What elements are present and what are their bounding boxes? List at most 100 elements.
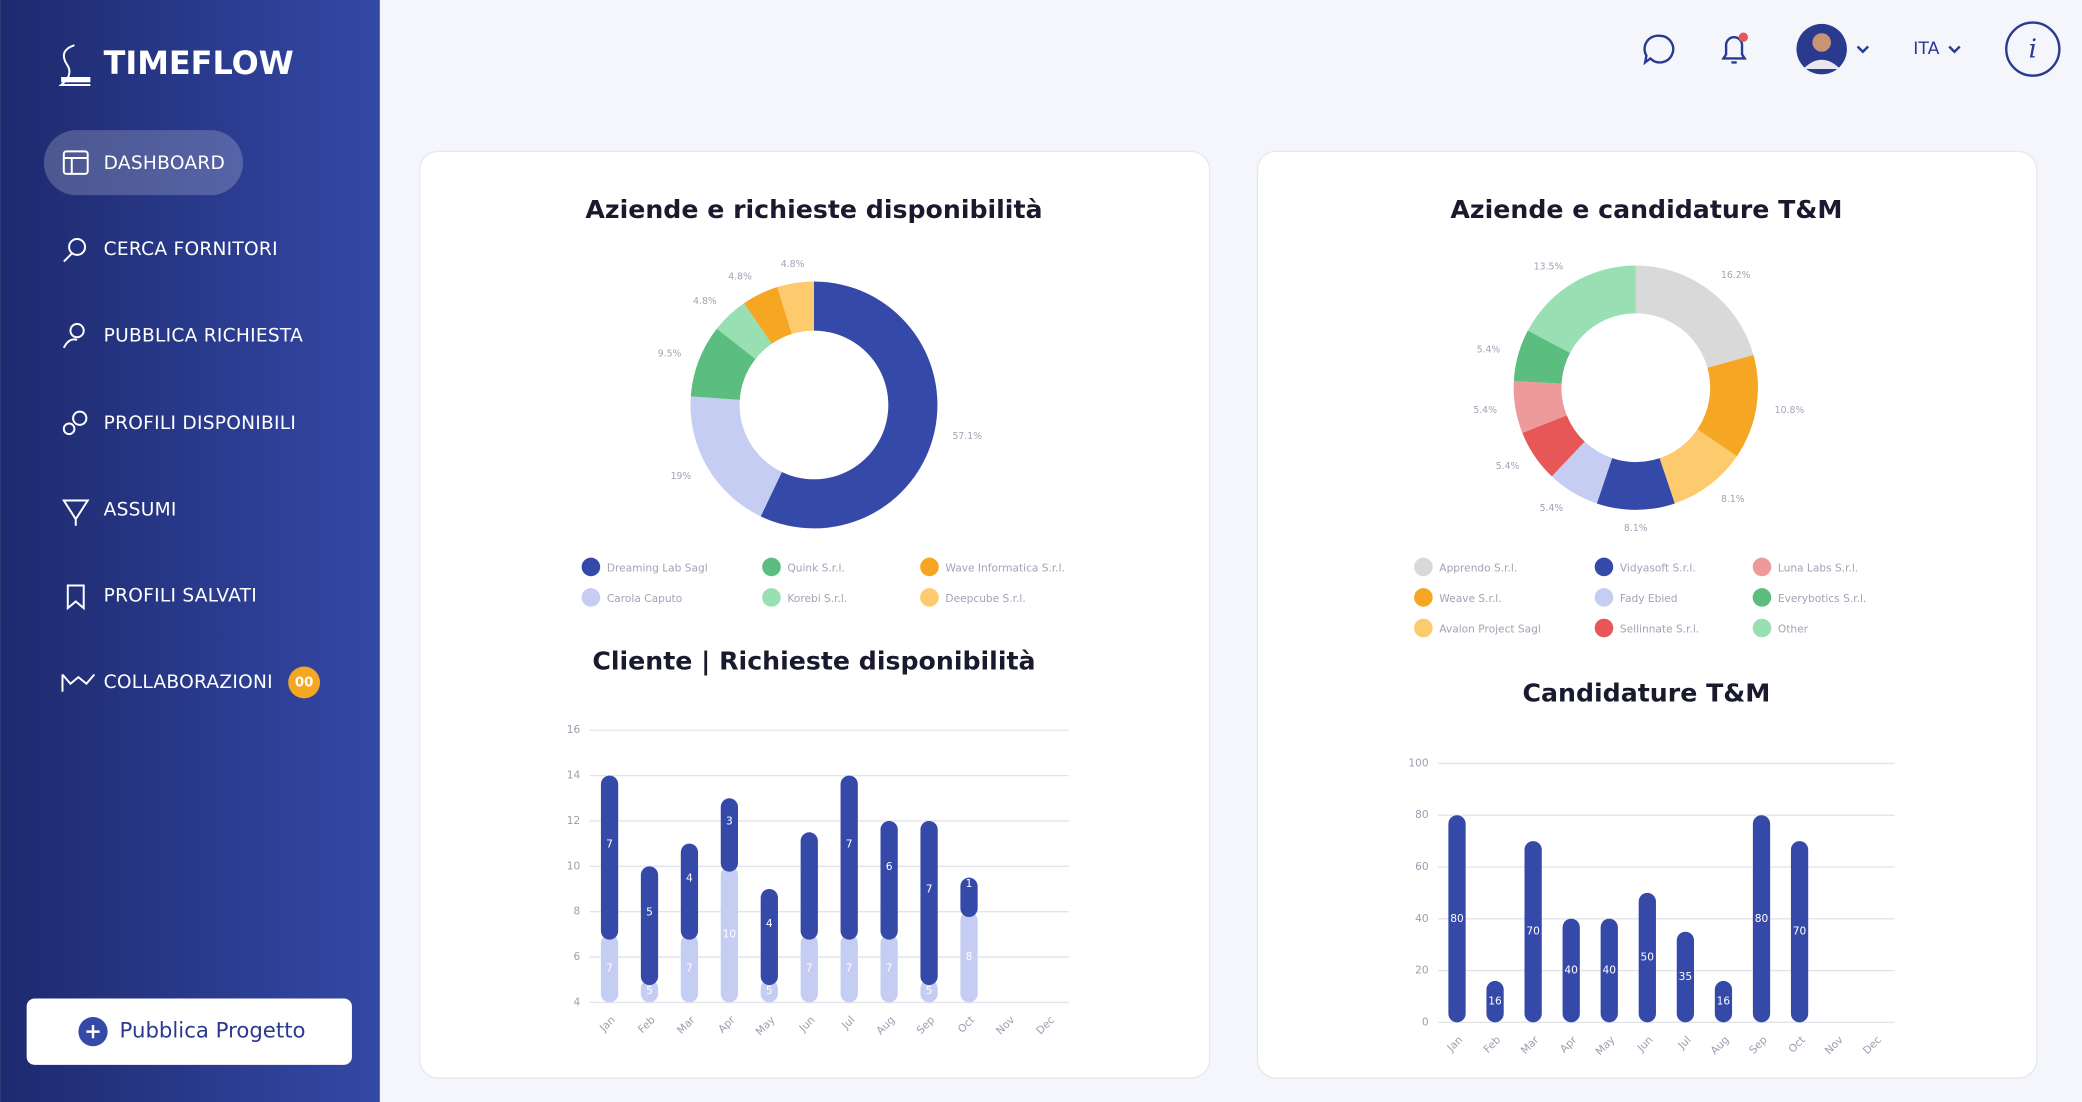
menu-item[interactable]: PUBBLICA RICHIESTA <box>104 325 303 346</box>
legend-label: Quink S.r.l. <box>787 561 844 574</box>
y-tick-label: 100 <box>1408 756 1428 769</box>
bar <box>1448 815 1466 1023</box>
svg-text:i: i <box>2029 33 2038 64</box>
legend-swatch <box>920 557 939 577</box>
legend-swatch <box>1414 557 1433 577</box>
language-selector[interactable]: ITA <box>1913 39 1939 59</box>
bar-segment <box>960 911 978 1003</box>
bar-segment <box>720 798 739 872</box>
legend-swatch <box>581 588 601 607</box>
bar <box>1524 841 1542 1023</box>
menu-item[interactable]: ASSUMI <box>104 499 177 520</box>
bar-value-label: 7 <box>606 837 613 850</box>
slice-label: 13.5% <box>1534 262 1564 273</box>
bar-segment <box>760 889 778 986</box>
bar-segment <box>640 866 659 986</box>
bar-value-label: 6 <box>886 860 893 873</box>
menu-icons <box>61 150 96 692</box>
slice-label: 5.4% <box>1473 405 1497 416</box>
menu-item[interactable]: PROFILI SALVATI <box>104 586 257 607</box>
chart-title: Aziende e richieste disponibilità <box>585 195 1042 224</box>
legend-swatch <box>581 557 601 577</box>
legend-label: Luna Labs S.r.l. <box>1778 561 1858 574</box>
chat-icon[interactable] <box>1643 34 1675 66</box>
legend-swatch <box>1752 618 1772 638</box>
slice-label: 5.4% <box>1496 461 1520 472</box>
slice-label: 8.1% <box>1624 523 1648 534</box>
bar-value-label: 40 <box>1564 964 1578 977</box>
info-button[interactable] <box>2005 21 2061 77</box>
chart-title: Cliente | Richieste disponibilità <box>592 647 1035 676</box>
donut-slice <box>1697 355 1758 457</box>
bar <box>1486 980 1504 1023</box>
publish-button[interactable] <box>26 998 352 1065</box>
plus-sign <box>86 1024 100 1039</box>
legend-label: Everybotics S.r.l. <box>1778 592 1866 605</box>
donut-slice <box>1513 381 1567 433</box>
bar-segment <box>680 843 699 940</box>
sidebar <box>0 0 380 1102</box>
bar-segment <box>800 832 818 940</box>
bar <box>1676 931 1695 1023</box>
donut-slice <box>1527 265 1636 353</box>
legend-label: Sellinnate S.r.l. <box>1620 622 1699 635</box>
y-tick-label: 4 <box>574 995 581 1008</box>
bar-value-label: 5 <box>766 984 773 997</box>
active-menu-pill[interactable] <box>43 130 244 196</box>
donut-slice <box>690 328 756 400</box>
legend-swatch <box>1752 588 1772 607</box>
y-tick-label: 20 <box>1415 964 1429 977</box>
bar-value-label: 70 <box>1793 925 1807 938</box>
donut-slice <box>1659 429 1737 504</box>
bar-segment <box>640 979 659 1003</box>
bar <box>1600 918 1618 1023</box>
bar-segment <box>840 934 858 1003</box>
legend-swatch <box>1414 618 1433 638</box>
y-tick-label: 40 <box>1415 912 1429 925</box>
menu-item[interactable]: DASHBOARD <box>104 153 225 174</box>
slice-label: 8.1% <box>1721 494 1745 505</box>
y-tick-label: 10 <box>567 859 581 872</box>
chart-title: Candidature T&M <box>1522 678 1770 707</box>
legend-swatch <box>920 588 939 607</box>
donut-slice <box>1522 415 1585 477</box>
bar-value-label: 4 <box>766 917 773 930</box>
bar-segment <box>880 820 898 940</box>
legend-label: Dreaming Lab Sagl <box>607 561 708 574</box>
bell-icon[interactable] <box>1721 36 1747 64</box>
badge <box>288 666 321 699</box>
legend-label: Avalon Project Sagl <box>1439 622 1541 635</box>
bar-value-label: 10 <box>723 927 737 940</box>
bar-value-label: 5 <box>646 905 653 918</box>
menu-item[interactable]: COLLABORAZIONI <box>104 672 273 693</box>
legend-label: Deepcube S.r.l. <box>945 592 1025 605</box>
bar-value-label: 5 <box>646 984 653 997</box>
bar-value-label: 7 <box>686 961 693 974</box>
bar-value-label: 1 <box>966 877 973 890</box>
header-icons: i <box>1643 21 2061 77</box>
donut-slice <box>1635 265 1754 368</box>
slice-label: 10.8% <box>1775 405 1805 416</box>
legend-swatch <box>1752 557 1772 577</box>
bar-value-label: 70 <box>1526 925 1540 938</box>
bar-value-label: 3 <box>726 815 733 828</box>
legend-swatch <box>762 588 781 607</box>
publish-button-label: Pubblica Progetto <box>120 1019 306 1044</box>
donut-slice <box>760 281 938 529</box>
badge-count: 00 <box>295 675 313 690</box>
donut-slice <box>716 303 772 360</box>
bar-segment <box>960 877 978 918</box>
bar-value-label: 4 <box>686 871 693 884</box>
menu-item[interactable]: PROFILI DISPONIBILI <box>104 413 297 434</box>
bar-value-label: 7 <box>886 961 893 974</box>
logo-text: TIMEFLOW <box>104 44 294 82</box>
slice-label: 57.1% <box>953 431 983 442</box>
legend-label: Other <box>1778 622 1809 635</box>
menu-item[interactable]: CERCA FORNITORI <box>104 239 278 260</box>
donut-slice <box>690 396 782 517</box>
bar <box>1714 980 1733 1023</box>
slice-label: 16.2% <box>1721 270 1751 281</box>
slice-label: 4.8% <box>728 272 752 283</box>
bar-segment <box>600 934 619 1003</box>
legend-swatch <box>1414 588 1433 607</box>
